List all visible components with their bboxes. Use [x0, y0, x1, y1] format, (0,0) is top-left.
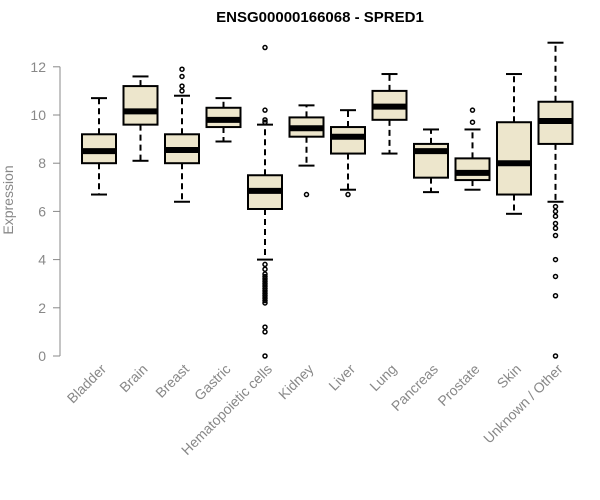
y-tick-label: 0: [38, 348, 46, 364]
outlier-point: [262, 290, 268, 297]
outlier-point: [262, 293, 268, 299]
outlier-point: [262, 324, 268, 330]
x-tick-label: Skin: [494, 361, 525, 392]
outlier-point: [262, 300, 268, 306]
y-tick-label: 12: [30, 59, 46, 75]
y-tick-label: 4: [38, 252, 46, 268]
box-group: [205, 97, 242, 143]
outlier-point: [552, 293, 559, 299]
outlier-point: [262, 288, 268, 294]
outlier-point: [552, 213, 559, 219]
outlier-point: [262, 271, 268, 277]
outlier-point: [262, 119, 268, 125]
outlier-point: [262, 266, 268, 272]
outlier-point: [262, 278, 268, 285]
outlier-point: [262, 276, 268, 282]
box-iqr: [454, 157, 491, 182]
x-tick-label: Bladder: [64, 361, 110, 407]
outlier-point: [262, 297, 268, 304]
y-tick-label: 6: [38, 203, 46, 219]
outlier-point: [179, 83, 185, 89]
box-group: [122, 75, 159, 162]
outlier-point: [262, 273, 268, 280]
x-tick-label: Liver: [325, 361, 358, 394]
y-axis-label: Expression: [0, 165, 16, 234]
outlier-point: [262, 295, 268, 301]
box-group: [164, 66, 200, 203]
outlier-point: [552, 203, 559, 210]
outlier-point: [552, 232, 559, 239]
x-tick-label: Lung: [366, 361, 399, 394]
outlier-point: [262, 280, 268, 287]
outlier-point: [262, 285, 268, 292]
outlier-point: [552, 256, 559, 263]
box-iqr: [122, 85, 159, 126]
x-tick-label: Brain: [116, 361, 150, 395]
outlier-point: [345, 191, 351, 198]
box-group: [81, 97, 117, 196]
outlier-point: [552, 208, 559, 215]
outlier-point: [262, 44, 268, 51]
y-tick-label: 2: [38, 300, 46, 316]
box-group: [371, 73, 408, 155]
box-group: [330, 109, 366, 198]
box-group: [454, 107, 491, 191]
outlier-point: [552, 353, 559, 359]
outlier-point: [262, 261, 268, 268]
y-tick-label: 8: [38, 155, 46, 171]
axes: 0 2 4 6 8 10 12: [30, 59, 61, 364]
chart-title: ENSG00000166068 - SPRED1: [216, 9, 424, 26]
outlier-point: [262, 353, 268, 359]
outlier-point: [469, 107, 476, 113]
box-group: [496, 73, 532, 215]
outlier-point: [179, 66, 185, 72]
outlier-point: [262, 329, 268, 335]
x-tick-label: Breast: [152, 361, 192, 401]
box-group: [247, 44, 283, 359]
outlier-point: [552, 220, 559, 227]
box-group: [288, 104, 325, 198]
outlier-point: [179, 73, 185, 80]
outlier-point: [552, 273, 559, 280]
outlier-point: [262, 283, 268, 289]
box-group: [537, 41, 574, 359]
box-group: [413, 128, 449, 194]
x-tick-label: Unknown / Other: [480, 361, 566, 447]
outlier-point: [469, 119, 476, 125]
outlier-point: [303, 191, 310, 198]
box-iqr: [330, 126, 366, 155]
outlier-point: [262, 117, 268, 123]
x-tick-label: Prostate: [434, 361, 482, 409]
boxes: [81, 41, 574, 359]
box-iqr: [496, 121, 532, 196]
outlier-point: [552, 225, 559, 232]
x-tick-label: Kidney: [275, 361, 317, 403]
outlier-point: [179, 88, 185, 94]
y-tick-label: 10: [30, 107, 46, 123]
outlier-point: [262, 107, 268, 113]
